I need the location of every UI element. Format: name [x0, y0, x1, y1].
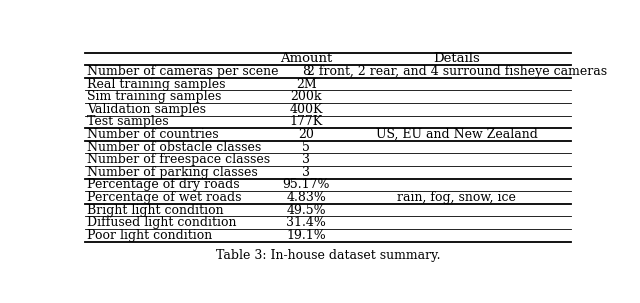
Text: 8: 8: [302, 65, 310, 78]
Text: Details: Details: [433, 52, 480, 65]
Text: Poor light condition: Poor light condition: [88, 229, 212, 242]
Text: Number of cameras per scene: Number of cameras per scene: [88, 65, 279, 78]
Text: Number of obstacle classes: Number of obstacle classes: [88, 141, 262, 154]
Text: Number of freespace classes: Number of freespace classes: [88, 153, 271, 166]
Text: 20: 20: [298, 128, 314, 141]
Text: US, EU and New Zealand: US, EU and New Zealand: [376, 128, 538, 141]
Text: 5: 5: [302, 141, 310, 154]
Text: 3: 3: [302, 153, 310, 166]
Text: Diffused light condition: Diffused light condition: [88, 216, 237, 229]
Text: 49.5%: 49.5%: [286, 204, 326, 217]
Text: Amount: Amount: [280, 52, 332, 65]
Text: 200k: 200k: [291, 90, 322, 103]
Text: Table 3: In-house dataset summary.: Table 3: In-house dataset summary.: [216, 249, 440, 262]
Text: 3: 3: [302, 166, 310, 179]
Text: Percentage of wet roads: Percentage of wet roads: [88, 191, 242, 204]
Text: Real training samples: Real training samples: [88, 78, 226, 91]
Text: Number of countries: Number of countries: [88, 128, 219, 141]
Text: 400K: 400K: [289, 103, 323, 116]
Text: Test samples: Test samples: [88, 115, 169, 128]
Text: 2 front, 2 rear, and 4 surround fisheye cameras: 2 front, 2 rear, and 4 surround fisheye …: [307, 65, 607, 78]
Text: Validation samples: Validation samples: [88, 103, 207, 116]
Text: 2M: 2M: [296, 78, 317, 91]
Text: 4.83%: 4.83%: [286, 191, 326, 204]
Text: rain, fog, snow, ice: rain, fog, snow, ice: [397, 191, 516, 204]
Text: Bright light condition: Bright light condition: [88, 204, 224, 217]
Text: 19.1%: 19.1%: [286, 229, 326, 242]
Text: Sim training samples: Sim training samples: [88, 90, 222, 103]
Text: 31.4%: 31.4%: [286, 216, 326, 229]
Text: Percentage of dry roads: Percentage of dry roads: [88, 178, 240, 191]
Text: 177K: 177K: [289, 115, 323, 128]
Text: 95.17%: 95.17%: [282, 178, 330, 191]
Text: Number of parking classes: Number of parking classes: [88, 166, 258, 179]
